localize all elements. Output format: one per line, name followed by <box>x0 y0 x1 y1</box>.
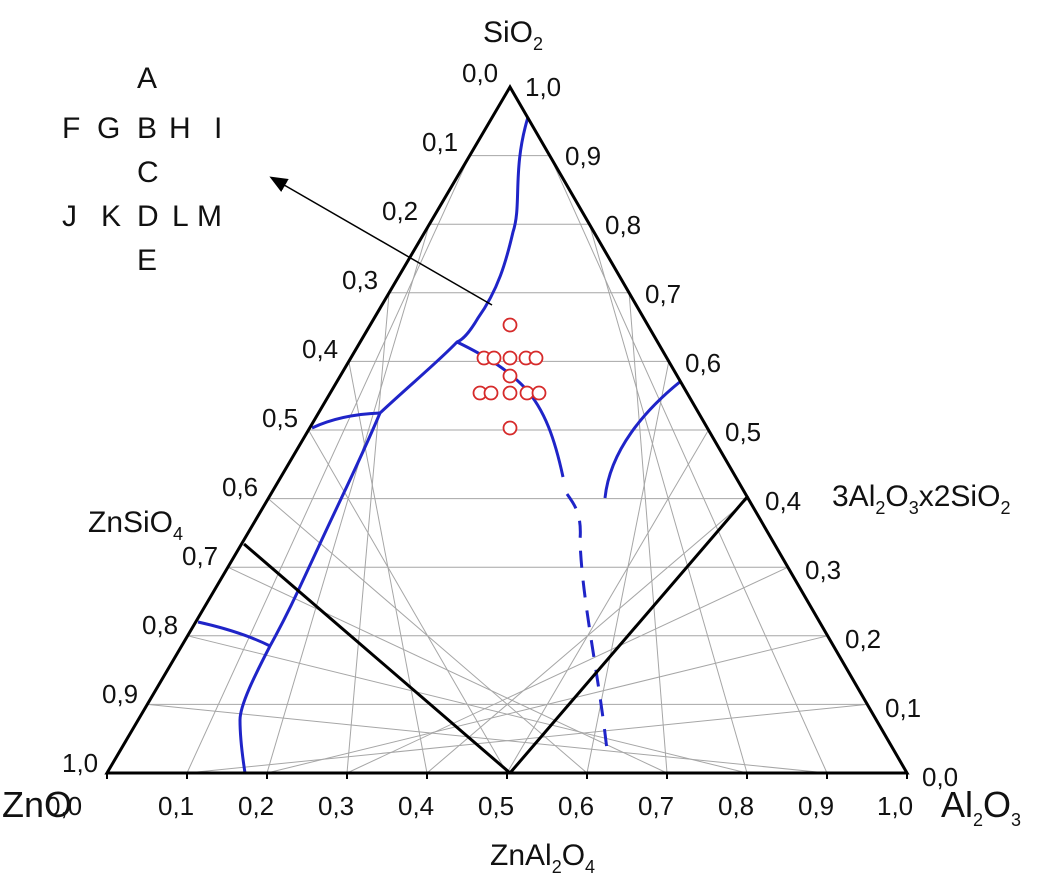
left-tick-label: 0,6 <box>222 472 258 502</box>
legend-letter-e: E <box>137 244 157 277</box>
grid-line <box>147 703 828 774</box>
left-tick-label: 0,1 <box>422 127 458 157</box>
bottom-axis-labels: 0,0 0,1 0,2 0,3 0,4 0,5 0,6 0,7 0,8 0,9 … <box>46 791 913 821</box>
legend-arrow <box>269 176 493 306</box>
left-tick-label: 0,8 <box>142 610 178 640</box>
legend-letter-i: I <box>214 112 222 145</box>
boundary-curve-mullite <box>603 379 682 499</box>
boundary-curve-branch-b <box>311 411 381 430</box>
sample-point-d <box>502 385 518 401</box>
grid-line <box>628 292 668 774</box>
sample-point-l <box>519 385 535 401</box>
bottom-tick-label: 1,0 <box>877 791 913 821</box>
sample-point-a <box>502 317 518 333</box>
bottom-tick-label: 0,7 <box>638 791 674 821</box>
grid-line <box>549 155 828 774</box>
grid-line <box>506 429 709 774</box>
right-axis-labels: 1,0 0,9 0,8 0,7 0,6 0,5 0,4 0,3 0,2 0,1 … <box>525 72 958 792</box>
sample-point-g <box>486 350 502 366</box>
legend-letter-m: M <box>197 200 222 233</box>
left-tick-label: 0,5 <box>262 403 298 433</box>
sample-point-m <box>531 385 547 401</box>
left-tick-label: 0,4 <box>302 334 338 364</box>
left-tick-label: 1,0 <box>62 748 98 778</box>
bottom-tick-label: 0,1 <box>158 791 194 821</box>
tie-line-zinc-silicate <box>243 542 511 775</box>
right-tick-label: 1,0 <box>525 72 561 102</box>
sample-points <box>472 317 547 436</box>
tie-line-mullite <box>508 495 750 774</box>
left-tick-label: 0,2 <box>382 196 418 226</box>
bottom-tick-label: 0,8 <box>718 791 754 821</box>
corner-label-sio2: SiO2 <box>483 16 543 54</box>
bottom-tick-marks <box>106 773 908 779</box>
right-tick-label: 0,4 <box>765 486 801 516</box>
legend-letter-g: G <box>97 112 120 145</box>
legend-letter-c: C <box>137 156 159 189</box>
right-tick-label: 0,0 <box>922 762 958 792</box>
right-tick-label: 0,9 <box>565 141 601 171</box>
grid-line <box>588 224 748 774</box>
legend-letter-b: B <box>137 112 157 145</box>
sample-legend: A F G B H I C J K D L M E <box>62 62 222 277</box>
right-tick-label: 0,8 <box>605 210 641 240</box>
legend-letter-k: K <box>101 200 121 233</box>
sample-point-b <box>502 350 518 366</box>
right-tick-label: 0,3 <box>805 555 841 585</box>
legend-letter-j: J <box>62 200 77 233</box>
sample-point-i <box>528 350 544 366</box>
grid-line <box>308 429 508 774</box>
legend-letter-a: A <box>137 62 157 95</box>
sample-point-c <box>502 368 518 384</box>
boundary-curve-dashed <box>565 493 609 751</box>
grid-line <box>227 566 668 774</box>
right-tick-label: 0,5 <box>725 417 761 447</box>
corner-label-al2o3: Al2O3 <box>941 784 1021 830</box>
sample-point-e <box>502 420 518 436</box>
legend-letter-d: D <box>137 200 159 233</box>
left-axis-labels: 0,0 0,1 0,2 0,3 0,4 0,5 0,6 0,7 0,8 0,9 … <box>62 58 498 778</box>
right-tick-label: 0,7 <box>645 279 681 309</box>
left-tick-label: 0,0 <box>462 58 498 88</box>
bottom-tick-label: 0,6 <box>558 791 594 821</box>
bottom-tick-label: 0,5 <box>478 791 514 821</box>
right-tick-label: 0,2 <box>845 624 881 654</box>
right-tick-label: 0,6 <box>685 348 721 378</box>
left-tick-label: 0,9 <box>102 679 138 709</box>
left-tick-label: 0,3 <box>342 265 378 295</box>
bottom-tick-label: 0,0 <box>46 791 82 821</box>
bottom-tick-label: 0,4 <box>398 791 434 821</box>
boundary-curve-branch-c <box>197 620 271 648</box>
grid-lines <box>147 155 868 774</box>
bottom-tick-label: 0,9 <box>798 791 834 821</box>
bottom-tick-label: 0,3 <box>318 791 354 821</box>
legend-letter-f: F <box>62 112 80 145</box>
sample-point-k <box>483 385 499 401</box>
phase-label-znsio4: ZnSiO4 <box>88 506 183 544</box>
phase-label-znal2o4: ZnAl2O4 <box>490 839 595 877</box>
phase-label-mullite: 3Al2O3x2SiO2 <box>832 480 1010 518</box>
tie-lines <box>243 495 750 775</box>
legend-letter-h: H <box>169 112 191 145</box>
left-tick-label: 0,7 <box>182 541 218 571</box>
corner-label-zno: ZnO <box>2 784 72 825</box>
bottom-tick-label: 0,2 <box>238 791 274 821</box>
legend-letter-l: L <box>172 200 189 233</box>
right-tick-label: 0,1 <box>885 693 921 723</box>
